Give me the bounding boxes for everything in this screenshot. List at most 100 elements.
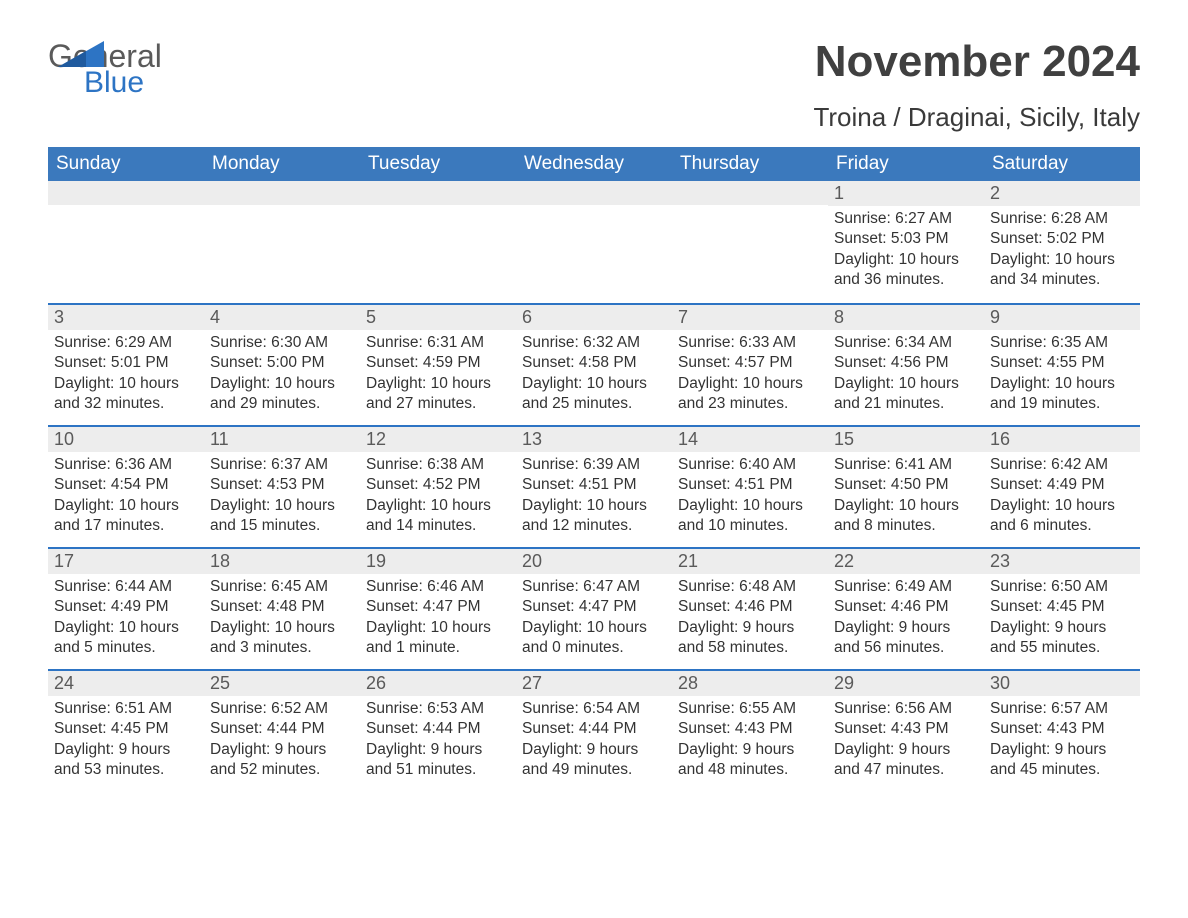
- daylight-text-1: Daylight: 10 hours: [834, 250, 978, 270]
- daylight-text-1: Daylight: 9 hours: [990, 618, 1134, 638]
- day-body: Sunrise: 6:30 AMSunset: 5:00 PMDaylight:…: [204, 330, 360, 423]
- day-number: 14: [672, 427, 828, 452]
- week-row: 24Sunrise: 6:51 AMSunset: 4:45 PMDayligh…: [48, 669, 1140, 791]
- logo: General Blue: [48, 40, 212, 98]
- sunset-text: Sunset: 4:57 PM: [678, 353, 822, 373]
- week-row: 3Sunrise: 6:29 AMSunset: 5:01 PMDaylight…: [48, 303, 1140, 425]
- sunrise-text: Sunrise: 6:50 AM: [990, 577, 1134, 597]
- daylight-text-2: and 55 minutes.: [990, 638, 1134, 658]
- daylight-text-1: Daylight: 10 hours: [54, 374, 198, 394]
- week-row: 17Sunrise: 6:44 AMSunset: 4:49 PMDayligh…: [48, 547, 1140, 669]
- sunrise-text: Sunrise: 6:40 AM: [678, 455, 822, 475]
- sunset-text: Sunset: 4:46 PM: [678, 597, 822, 617]
- daylight-text-2: and 53 minutes.: [54, 760, 198, 780]
- daylight-text-1: Daylight: 10 hours: [678, 496, 822, 516]
- sunrise-text: Sunrise: 6:28 AM: [990, 209, 1134, 229]
- daylight-text-2: and 15 minutes.: [210, 516, 354, 536]
- daylight-text-1: Daylight: 10 hours: [210, 374, 354, 394]
- sunrise-text: Sunrise: 6:54 AM: [522, 699, 666, 719]
- day-number: 3: [48, 305, 204, 330]
- day-body: Sunrise: 6:36 AMSunset: 4:54 PMDaylight:…: [48, 452, 204, 545]
- daylight-text-2: and 45 minutes.: [990, 760, 1134, 780]
- day-body: Sunrise: 6:34 AMSunset: 4:56 PMDaylight:…: [828, 330, 984, 423]
- sunset-text: Sunset: 4:44 PM: [522, 719, 666, 739]
- day-number: 22: [828, 549, 984, 574]
- day-cell: 8Sunrise: 6:34 AMSunset: 4:56 PMDaylight…: [828, 303, 984, 425]
- day-body: Sunrise: 6:46 AMSunset: 4:47 PMDaylight:…: [360, 574, 516, 667]
- day-body: Sunrise: 6:56 AMSunset: 4:43 PMDaylight:…: [828, 696, 984, 789]
- day-body: Sunrise: 6:40 AMSunset: 4:51 PMDaylight:…: [672, 452, 828, 545]
- dow-sunday: Sunday: [48, 147, 204, 181]
- day-cell: 2Sunrise: 6:28 AMSunset: 5:02 PMDaylight…: [984, 181, 1140, 303]
- sunrise-text: Sunrise: 6:27 AM: [834, 209, 978, 229]
- daylight-text-1: Daylight: 9 hours: [990, 740, 1134, 760]
- day-cell: 14Sunrise: 6:40 AMSunset: 4:51 PMDayligh…: [672, 425, 828, 547]
- daylight-text-2: and 3 minutes.: [210, 638, 354, 658]
- day-number: 8: [828, 305, 984, 330]
- day-body: Sunrise: 6:55 AMSunset: 4:43 PMDaylight:…: [672, 696, 828, 789]
- blank-day-strip: [204, 181, 360, 205]
- day-number: 7: [672, 305, 828, 330]
- day-body: Sunrise: 6:41 AMSunset: 4:50 PMDaylight:…: [828, 452, 984, 545]
- day-body: Sunrise: 6:45 AMSunset: 4:48 PMDaylight:…: [204, 574, 360, 667]
- sunset-text: Sunset: 4:46 PM: [834, 597, 978, 617]
- daylight-text-1: Daylight: 10 hours: [834, 496, 978, 516]
- day-cell: 5Sunrise: 6:31 AMSunset: 4:59 PMDaylight…: [360, 303, 516, 425]
- sunrise-text: Sunrise: 6:42 AM: [990, 455, 1134, 475]
- week-row: 1Sunrise: 6:27 AMSunset: 5:03 PMDaylight…: [48, 181, 1140, 303]
- daylight-text-1: Daylight: 10 hours: [366, 618, 510, 638]
- day-cell: 20Sunrise: 6:47 AMSunset: 4:47 PMDayligh…: [516, 547, 672, 669]
- dow-wednesday: Wednesday: [516, 147, 672, 181]
- dow-thursday: Thursday: [672, 147, 828, 181]
- day-cell-blank: [48, 181, 204, 303]
- daylight-text-2: and 32 minutes.: [54, 394, 198, 414]
- day-body: Sunrise: 6:27 AMSunset: 5:03 PMDaylight:…: [828, 206, 984, 299]
- daylight-text-2: and 8 minutes.: [834, 516, 978, 536]
- daylight-text-1: Daylight: 10 hours: [366, 496, 510, 516]
- blank-day-strip: [360, 181, 516, 205]
- day-cell: 25Sunrise: 6:52 AMSunset: 4:44 PMDayligh…: [204, 669, 360, 791]
- day-cell: 4Sunrise: 6:30 AMSunset: 5:00 PMDaylight…: [204, 303, 360, 425]
- sunset-text: Sunset: 4:44 PM: [210, 719, 354, 739]
- day-cell: 17Sunrise: 6:44 AMSunset: 4:49 PMDayligh…: [48, 547, 204, 669]
- day-number: 20: [516, 549, 672, 574]
- daylight-text-1: Daylight: 9 hours: [54, 740, 198, 760]
- daylight-text-1: Daylight: 9 hours: [834, 740, 978, 760]
- sunset-text: Sunset: 4:48 PM: [210, 597, 354, 617]
- day-body: Sunrise: 6:49 AMSunset: 4:46 PMDaylight:…: [828, 574, 984, 667]
- title-block: November 2024 Troina / Draginai, Sicily,…: [813, 40, 1140, 133]
- daylight-text-2: and 29 minutes.: [210, 394, 354, 414]
- weeks-container: 1Sunrise: 6:27 AMSunset: 5:03 PMDaylight…: [48, 181, 1140, 791]
- day-number: 29: [828, 671, 984, 696]
- daylight-text-1: Daylight: 10 hours: [522, 374, 666, 394]
- sunrise-text: Sunrise: 6:56 AM: [834, 699, 978, 719]
- week-row: 10Sunrise: 6:36 AMSunset: 4:54 PMDayligh…: [48, 425, 1140, 547]
- day-cell: 1Sunrise: 6:27 AMSunset: 5:03 PMDaylight…: [828, 181, 984, 303]
- day-cell: 13Sunrise: 6:39 AMSunset: 4:51 PMDayligh…: [516, 425, 672, 547]
- daylight-text-1: Daylight: 10 hours: [834, 374, 978, 394]
- day-body: Sunrise: 6:32 AMSunset: 4:58 PMDaylight:…: [516, 330, 672, 423]
- daylight-text-1: Daylight: 10 hours: [366, 374, 510, 394]
- day-number: 12: [360, 427, 516, 452]
- daylight-text-2: and 52 minutes.: [210, 760, 354, 780]
- blank-day-strip: [48, 181, 204, 205]
- sunset-text: Sunset: 5:03 PM: [834, 229, 978, 249]
- daylight-text-1: Daylight: 10 hours: [990, 374, 1134, 394]
- daylight-text-1: Daylight: 9 hours: [366, 740, 510, 760]
- day-body: Sunrise: 6:53 AMSunset: 4:44 PMDaylight:…: [360, 696, 516, 789]
- day-body: Sunrise: 6:39 AMSunset: 4:51 PMDaylight:…: [516, 452, 672, 545]
- day-number: 1: [828, 181, 984, 206]
- day-cell: 3Sunrise: 6:29 AMSunset: 5:01 PMDaylight…: [48, 303, 204, 425]
- daylight-text-2: and 6 minutes.: [990, 516, 1134, 536]
- daylight-text-2: and 23 minutes.: [678, 394, 822, 414]
- day-cell-blank: [204, 181, 360, 303]
- day-cell: 6Sunrise: 6:32 AMSunset: 4:58 PMDaylight…: [516, 303, 672, 425]
- daylight-text-1: Daylight: 10 hours: [522, 618, 666, 638]
- daylight-text-2: and 34 minutes.: [990, 270, 1134, 290]
- sunrise-text: Sunrise: 6:39 AM: [522, 455, 666, 475]
- daylight-text-1: Daylight: 10 hours: [54, 618, 198, 638]
- sunset-text: Sunset: 4:43 PM: [834, 719, 978, 739]
- sunset-text: Sunset: 4:59 PM: [366, 353, 510, 373]
- day-cell-blank: [672, 181, 828, 303]
- dow-monday: Monday: [204, 147, 360, 181]
